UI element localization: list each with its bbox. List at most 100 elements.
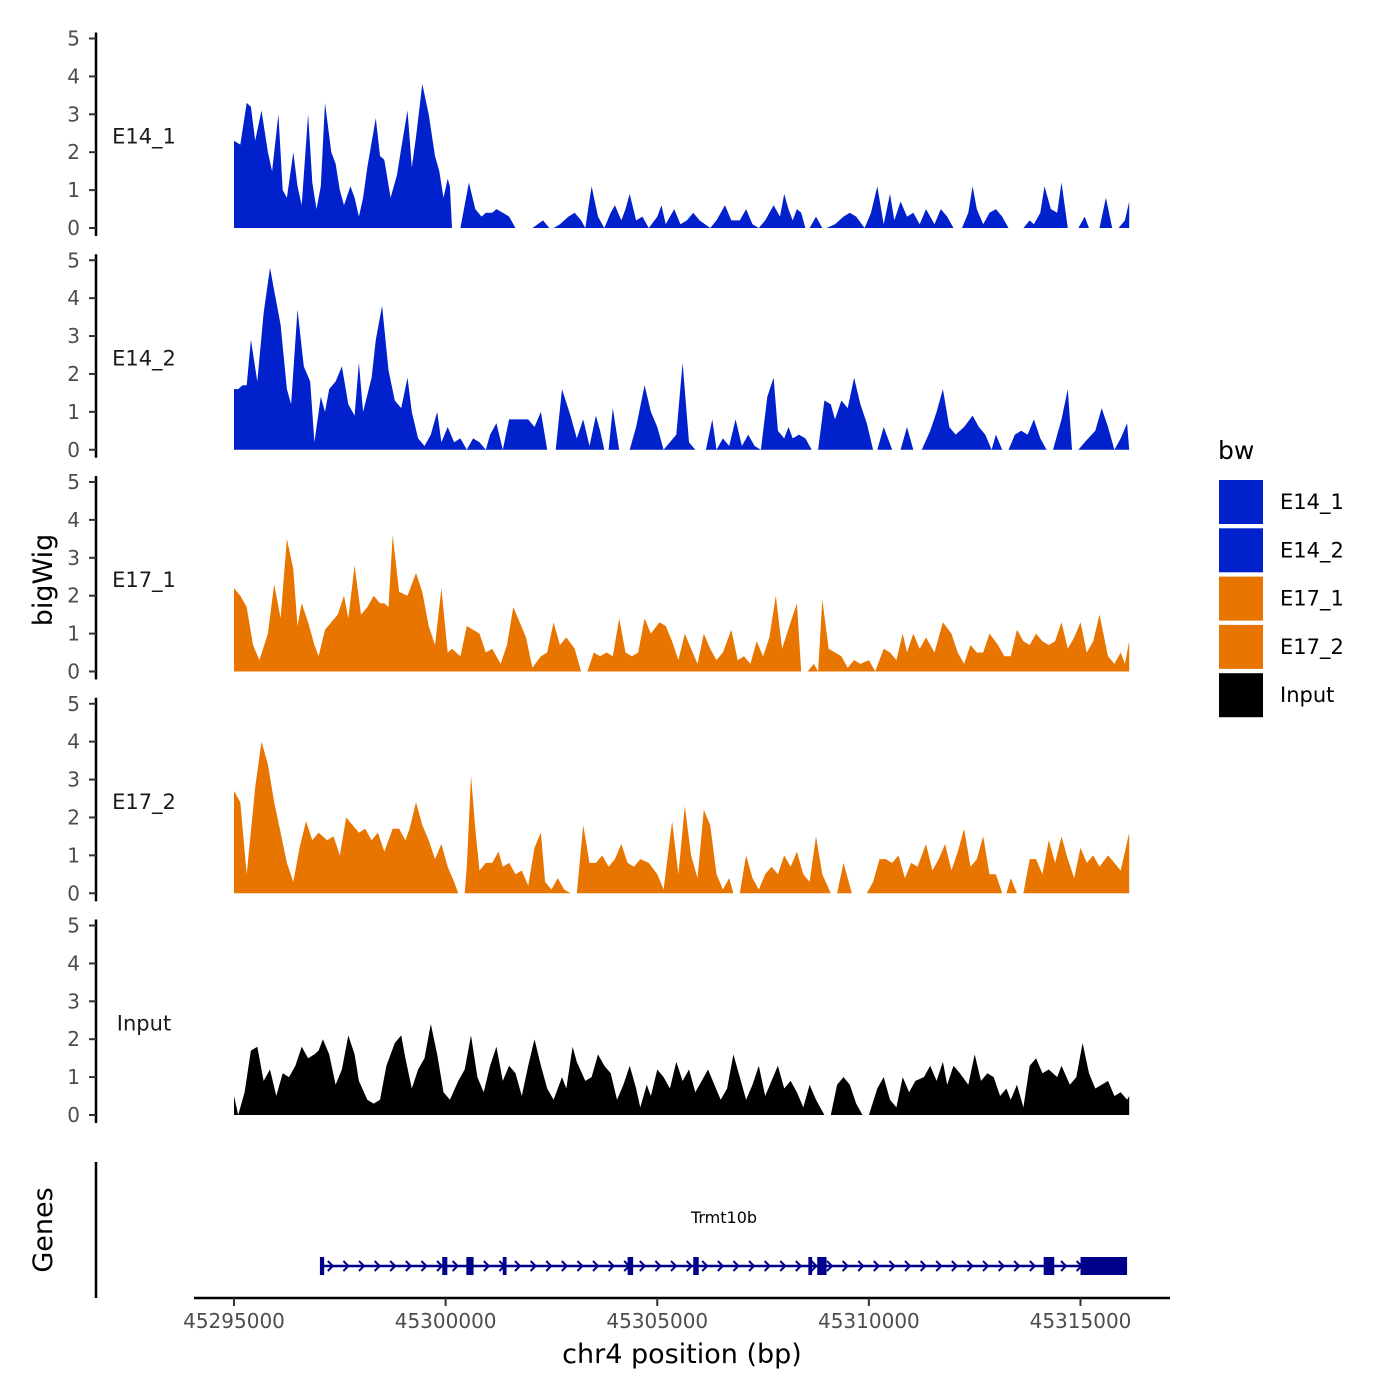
legend-label-E17_2: E17_2 [1280,635,1344,660]
y-tick-label: 4 [67,286,80,310]
strand-arrow [529,1260,538,1272]
signal-area [234,267,1130,450]
y-tick-label: 5 [67,692,80,716]
gene-exon [808,1257,813,1275]
y-tick-label: 4 [67,951,80,975]
strand-arrow [997,1260,1006,1272]
strand-arrow [826,1260,834,1272]
y-tick-label: 0 [67,438,80,462]
y-tick-label: 3 [67,768,80,792]
strand-arrow [810,1260,818,1272]
gene-exon [442,1257,448,1275]
y-axis-title: bigWig [28,534,59,627]
y-tick-label: 3 [67,324,80,348]
y-tick-label: 5 [67,27,80,51]
x-axis: 45295000 45300000 45305000 45310000 45315000… [183,1296,1170,1370]
gene-body [319,1257,1128,1275]
strand-arrow [342,1260,350,1272]
gene-exon [627,1257,634,1275]
y-tick-label: 2 [67,362,80,386]
track-label: E14_1 [112,125,176,150]
track-E14_1: 0 1 2 3 4 5 E14_1 [67,27,1130,240]
legend-swatch-E17_1 [1219,576,1263,621]
strand-arrow [1013,1260,1021,1272]
y-tick-label: 1 [67,400,80,424]
x-tick-label: 45305000 [606,1309,708,1333]
y-tick-label: 1 [67,843,80,867]
y-tick-label: 0 [67,1103,80,1127]
strand-arrow [873,1260,881,1272]
strand-arrow [951,1260,959,1272]
y-tick-label: 1 [67,622,80,646]
track-E17_2: 0 1 2 3 4 5 E17_2 [67,692,1130,905]
y-tick-label: 2 [67,805,80,829]
y-tick-label: 0 [67,660,80,684]
y-tick-label: 2 [67,1027,80,1051]
legend-swatch-Input [1219,673,1263,718]
y-tick-label: 2 [67,584,80,608]
legend-swatch-E14_1 [1219,480,1263,524]
y-tick-label: 5 [67,914,80,938]
strand-arrow [420,1260,428,1272]
y-tick-label: 5 [67,470,80,494]
y-axis-title-group: bigWig [28,534,59,627]
strand-arrow [451,1260,460,1272]
x-tick-label: 45295000 [183,1309,285,1333]
signal-area [234,84,1130,228]
strand-arrow [748,1260,756,1272]
strand-arrow [1060,1260,1068,1272]
strand-arrow [545,1260,553,1272]
strand-arrow [935,1260,943,1272]
strand-arrow [919,1260,928,1272]
gene-exon [693,1257,699,1275]
track-label: Input [117,1012,171,1036]
track-E14_2: 0 1 2 3 4 5 E14_2 [67,248,1130,462]
strand-arrow [685,1260,694,1272]
strand-arrow [763,1260,772,1272]
y-tick-label: 3 [67,102,80,126]
legend-label-E17_1: E17_1 [1280,587,1344,612]
y-tick-label: 2 [67,140,80,164]
strand-arrow [561,1260,569,1272]
gene-exon [1043,1257,1055,1275]
y-tick-label: 4 [67,64,80,88]
y-tick-label: 4 [67,508,80,532]
signal-tracks: 0 1 2 3 4 5 E14_1 0 1 2 3 4 5 E14_2 0 1 2 3 4 5 E17_1 0 1 2 3 4 5 E… [67,27,1130,1127]
x-axis-title: chr4 position (bp) [562,1339,802,1370]
gene-track-title: Genes [28,1187,59,1272]
y-tick-label: 5 [67,248,80,272]
strand-arrow [576,1260,584,1272]
x-tick-label: 45315000 [1030,1309,1132,1333]
strand-arrow [405,1260,413,1272]
gene-exon [817,1257,827,1275]
legend: bw E14_1 E14_2 E17_1 E17_2 Input [1218,436,1344,718]
legend-label-Input: Input [1280,683,1334,707]
strand-arrow [857,1260,865,1272]
strand-arrow [436,1260,444,1272]
y-tick-label: 0 [67,881,80,905]
strand-arrow [327,1260,335,1272]
track-label: E17_1 [112,568,176,593]
track-E17_1: 0 1 2 3 4 5 E17_1 [67,470,1130,684]
strand-arrow [779,1260,787,1272]
legend-title: bw [1218,436,1254,465]
strand-arrow [701,1260,709,1272]
signal-area [234,1024,1130,1115]
signal-area [234,741,1130,894]
strand-arrow [389,1260,397,1272]
strand-arrow [670,1260,678,1272]
gene-label: Trmt10b [690,1208,757,1227]
track-label: E17_2 [112,790,176,815]
strand-arrow [888,1260,896,1272]
gene-exon [466,1257,474,1275]
strand-arrow [514,1260,522,1272]
y-tick-label: 1 [67,178,80,202]
gene-exon [502,1257,507,1275]
strand-arrow [982,1260,990,1272]
track-label: E14_2 [112,346,176,371]
signal-area [234,535,1130,672]
strand-arrow [639,1260,647,1272]
strand-arrow [358,1260,366,1272]
strand-arrow [732,1260,740,1272]
